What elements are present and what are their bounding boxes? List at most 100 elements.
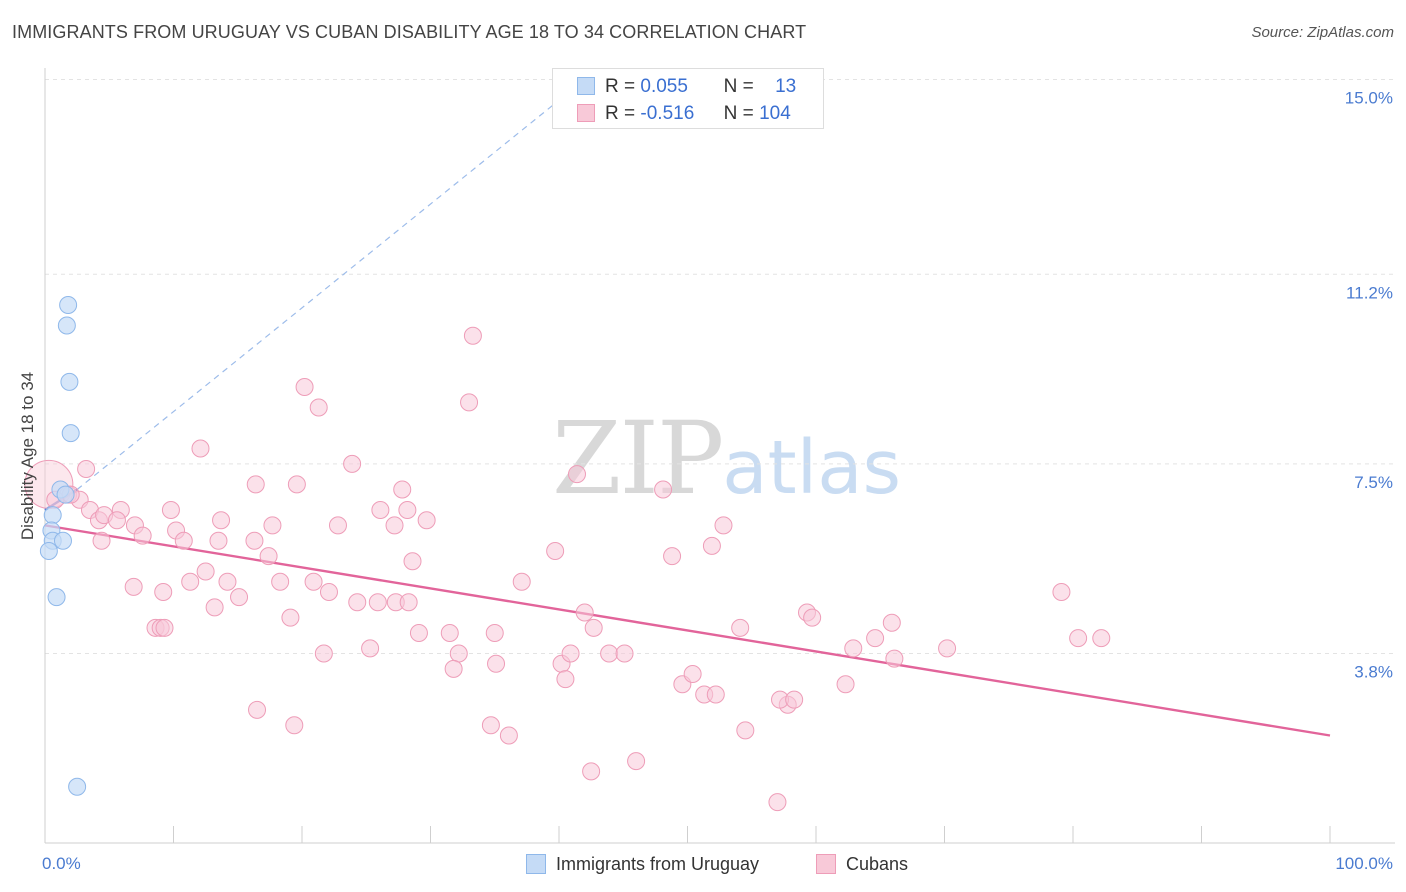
cubans-point: [133, 526, 152, 545]
cubans-point: [485, 624, 504, 642]
cubans-point: [1092, 629, 1111, 648]
data-points: [24, 296, 1111, 812]
uruguay-point: [61, 424, 80, 443]
cubans-point: [584, 618, 603, 637]
cubans-point: [463, 326, 482, 345]
cubans-trend-line: [44, 524, 1331, 737]
cubans-point: [615, 644, 634, 663]
y-tick-label: 3.8%: [1354, 663, 1393, 682]
cubans-point: [295, 378, 314, 396]
y-tick-label: 11.2%: [1346, 283, 1393, 302]
chart-title: IMMIGRANTS FROM URUGUAY VS CUBAN DISABIL…: [12, 22, 807, 42]
y-axis-label: Disability Age 18 to 34: [18, 372, 37, 540]
cubans-point: [309, 398, 328, 417]
cubans-point: [449, 644, 468, 663]
cubans-point: [230, 588, 249, 607]
cubans-point: [1052, 583, 1071, 601]
series-legend-cubans: Cubans: [816, 852, 908, 876]
source-label: Source: ZipAtlas.com: [1251, 24, 1394, 41]
legend-r-value: 0.055: [640, 76, 688, 97]
watermark: ZIPatlas: [552, 400, 901, 517]
cubans-point: [1069, 629, 1088, 648]
cubans-point: [271, 572, 290, 591]
cubans-point: [348, 593, 367, 612]
cubans-point: [205, 598, 224, 617]
cubans-point: [124, 577, 143, 596]
trend-lines: [44, 79, 1331, 737]
watermark-zip: ZIP: [552, 400, 724, 517]
legend-n-label: N =: [723, 103, 754, 124]
cubans-point: [556, 670, 575, 689]
legend-r-label: R =: [605, 76, 636, 97]
y-tick-label: 7.5%: [1354, 473, 1393, 492]
axes: [44, 68, 1395, 844]
cubans-point: [702, 536, 721, 555]
cubans-point: [600, 644, 619, 663]
cubans-point: [567, 465, 586, 484]
cubans-point: [460, 393, 479, 412]
series-label-cubans: Cubans: [846, 854, 909, 874]
uruguay-point: [60, 372, 79, 391]
uruguay-point: [39, 542, 58, 560]
cubans-point: [191, 439, 210, 458]
cubans-point: [209, 531, 228, 550]
cubans-point: [259, 547, 278, 566]
legend-r-value: -0.516: [640, 103, 695, 124]
cubans-point: [154, 583, 173, 601]
cubans-point: [319, 583, 338, 601]
cubans-point: [385, 516, 404, 535]
uruguay-point: [56, 485, 75, 504]
cubans-point: [417, 511, 436, 530]
legend-r-label: R =: [605, 103, 636, 124]
series-legend-uruguay: Immigrants from Uruguay: [526, 852, 759, 876]
cubans-point: [399, 593, 418, 612]
cubans-point: [582, 762, 601, 781]
cubans-point: [512, 572, 531, 591]
cubans-point: [561, 644, 580, 663]
cubans-point: [393, 480, 412, 499]
cubans-point: [368, 593, 387, 612]
cubans-point: [654, 480, 673, 499]
cubans-point: [218, 572, 237, 591]
cubans-point: [196, 562, 215, 581]
legend-n-label: N =: [723, 76, 754, 97]
cubans-point: [155, 618, 174, 637]
y-tick-label: 15.0%: [1345, 89, 1393, 108]
cubans-point: [361, 639, 380, 658]
cubans-point: [181, 572, 200, 591]
cubans-point: [736, 721, 755, 740]
cubans-point: [398, 501, 417, 519]
legend-swatch-cubans: [577, 104, 595, 122]
cubans-point: [627, 752, 646, 771]
cubans-point: [499, 726, 518, 745]
cubans-point: [409, 624, 428, 642]
legend-row-uruguay: R = 0.055 N = 13: [577, 75, 796, 99]
uruguay-point: [43, 506, 62, 525]
series-label-uruguay: Immigrants from Uruguay: [556, 854, 760, 874]
cubans-point: [706, 685, 725, 704]
cubans-point: [161, 501, 180, 519]
cubans-point: [803, 608, 822, 627]
cubans-point: [304, 572, 323, 591]
cubans-point: [714, 516, 733, 535]
cubans-point: [575, 603, 594, 622]
legend-swatch-uruguay: [577, 77, 595, 95]
cubans-point: [663, 547, 682, 566]
cubans-point: [245, 531, 264, 550]
cubans-point: [248, 700, 267, 719]
cubans-point: [77, 460, 96, 478]
uruguay-point: [47, 588, 66, 607]
series-swatch-cubans: [816, 854, 836, 874]
cubans-point: [174, 531, 193, 550]
cubans-point: [487, 654, 506, 673]
cubans-point: [844, 639, 863, 658]
grid-lines: [45, 79, 1395, 654]
cubans-point: [731, 618, 750, 637]
cubans-point: [314, 644, 333, 663]
uruguay-point: [59, 296, 78, 314]
cubans-point: [882, 613, 901, 632]
cubans-point: [440, 624, 459, 642]
legend-n-value: 13: [775, 76, 797, 97]
cubans-point: [885, 649, 904, 668]
